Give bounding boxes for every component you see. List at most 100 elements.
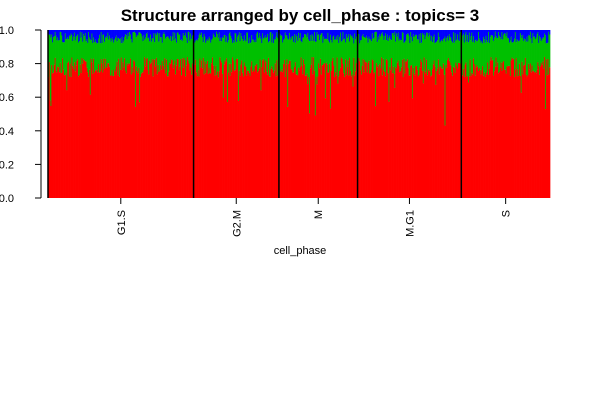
bar-segment-red bbox=[360, 74, 363, 198]
bar-segment-green bbox=[273, 43, 275, 73]
bar-segment-blue bbox=[411, 30, 414, 42]
bar-segment-green bbox=[326, 39, 328, 65]
bar-segment-blue bbox=[502, 30, 504, 40]
bar-segment-red bbox=[452, 75, 454, 198]
bar-segment-blue bbox=[191, 30, 193, 39]
bar-segment-red bbox=[401, 67, 403, 198]
bar-segment-blue bbox=[190, 30, 192, 34]
bar-segment-green bbox=[104, 37, 107, 59]
bar-segment-green bbox=[230, 35, 232, 64]
bar-segment-green bbox=[59, 31, 61, 63]
bar-segment-green bbox=[400, 39, 402, 71]
bar-segment-green bbox=[431, 35, 433, 76]
bar-segment-green bbox=[286, 35, 288, 60]
bar-segment-blue bbox=[399, 30, 401, 39]
bar-segment-red bbox=[121, 70, 123, 198]
bar-segment-green bbox=[313, 40, 315, 58]
bar-segment-blue bbox=[69, 30, 71, 37]
bar-segment-blue bbox=[211, 30, 213, 40]
bar-segment-green bbox=[435, 42, 437, 85]
bar-segment-green bbox=[403, 42, 405, 59]
bar-segment-green bbox=[441, 39, 443, 69]
bar-segment-blue bbox=[544, 30, 546, 34]
bar-segment-blue bbox=[243, 30, 245, 36]
bar-segment-blue bbox=[364, 30, 366, 38]
bar-segment-blue bbox=[266, 30, 268, 38]
bar-segment-red bbox=[488, 74, 490, 198]
bar-segment-red bbox=[140, 73, 143, 198]
bar-segment-red bbox=[182, 67, 184, 199]
bar-segment-blue bbox=[114, 30, 117, 38]
bar-segment-green bbox=[73, 32, 76, 63]
bar-segment-green bbox=[488, 42, 491, 69]
bar-segment-red bbox=[206, 63, 208, 198]
bar-segment-green bbox=[128, 36, 130, 64]
bar-segment-red bbox=[363, 72, 365, 198]
bar-segment-red bbox=[230, 63, 232, 199]
bar-segment-blue bbox=[403, 30, 405, 43]
bar-segment-red bbox=[76, 60, 78, 199]
bar-segment-blue bbox=[152, 30, 154, 39]
bar-segment-green bbox=[309, 41, 311, 114]
bar-segment-red bbox=[388, 101, 390, 198]
bar-segment-green bbox=[539, 35, 541, 75]
group-s bbox=[461, 30, 551, 199]
bar-segment-blue bbox=[324, 30, 327, 39]
bar-segment-red bbox=[127, 65, 129, 198]
bar-segment-red bbox=[293, 66, 296, 198]
bar-segment-red bbox=[186, 65, 188, 198]
bar-segment-blue bbox=[178, 30, 180, 35]
bar-segment-green bbox=[350, 34, 352, 71]
bar-segment-green bbox=[339, 32, 342, 68]
bar-segment-green bbox=[221, 41, 223, 63]
bar-segment-green bbox=[495, 36, 497, 58]
bar-segment-red bbox=[408, 75, 410, 198]
bar-segment-blue bbox=[216, 30, 218, 32]
bar-segment-green bbox=[494, 31, 496, 67]
bar-segment-blue bbox=[543, 30, 545, 38]
bar-segment-green bbox=[261, 43, 263, 68]
bar-segment-red bbox=[124, 58, 126, 198]
bar-segment-blue bbox=[200, 30, 202, 36]
bar-segment-blue bbox=[348, 30, 350, 35]
bar-segment-blue bbox=[252, 30, 254, 40]
bar-segment-blue bbox=[355, 30, 358, 37]
bar-segment-blue bbox=[434, 30, 436, 44]
bar-segment-red bbox=[293, 72, 295, 198]
bar-segment-green bbox=[198, 34, 200, 77]
bar-segment-blue bbox=[270, 30, 272, 33]
bar-segment-blue bbox=[511, 30, 513, 43]
bar-segment-red bbox=[434, 66, 436, 199]
bar-segment-red bbox=[85, 61, 87, 199]
bar-segment-red bbox=[74, 71, 76, 198]
bar-segment-red bbox=[268, 57, 270, 198]
bar-segment-blue bbox=[99, 30, 101, 35]
bar-segment-blue bbox=[432, 30, 435, 37]
bar-segment-green bbox=[314, 41, 317, 116]
bar-segment-green bbox=[354, 33, 356, 76]
bar-segment-green bbox=[442, 38, 445, 64]
bar-segment-green bbox=[125, 35, 127, 74]
bar-segment-green bbox=[332, 36, 334, 58]
bar-segment-red bbox=[334, 76, 336, 198]
bar-segment-blue bbox=[352, 30, 354, 39]
bar-segment-green bbox=[404, 41, 406, 74]
bar-segment-red bbox=[339, 67, 342, 198]
bar-segment-red bbox=[447, 60, 449, 198]
bar-segment-blue bbox=[182, 30, 184, 34]
bar-segment-red bbox=[485, 74, 487, 198]
bar-segment-blue bbox=[369, 30, 371, 39]
bar-segment-red bbox=[417, 76, 419, 198]
bar-segment-blue bbox=[135, 30, 137, 34]
bar-segment-red bbox=[201, 60, 203, 198]
bar-segment-green bbox=[455, 40, 457, 63]
bar-segment-blue bbox=[473, 30, 476, 43]
bar-segment-green bbox=[340, 41, 343, 58]
bar-segment-green bbox=[174, 32, 176, 61]
bar-segment-blue bbox=[331, 30, 333, 43]
bar-segment-blue bbox=[420, 30, 422, 34]
bar-segment-blue bbox=[128, 30, 130, 37]
bar-segment-blue bbox=[396, 30, 398, 34]
bar-segment-red bbox=[394, 87, 396, 198]
bar-segment-green bbox=[482, 43, 484, 67]
